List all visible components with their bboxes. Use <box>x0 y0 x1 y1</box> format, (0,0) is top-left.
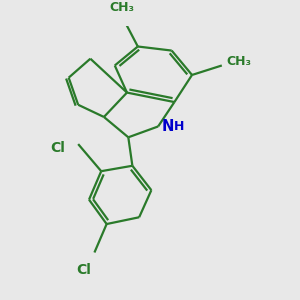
Text: CH₃: CH₃ <box>109 1 134 14</box>
Text: CH₃: CH₃ <box>226 55 251 68</box>
Text: H: H <box>174 120 184 133</box>
Text: Cl: Cl <box>50 141 65 155</box>
Text: Cl: Cl <box>76 263 91 277</box>
Text: N: N <box>161 119 174 134</box>
